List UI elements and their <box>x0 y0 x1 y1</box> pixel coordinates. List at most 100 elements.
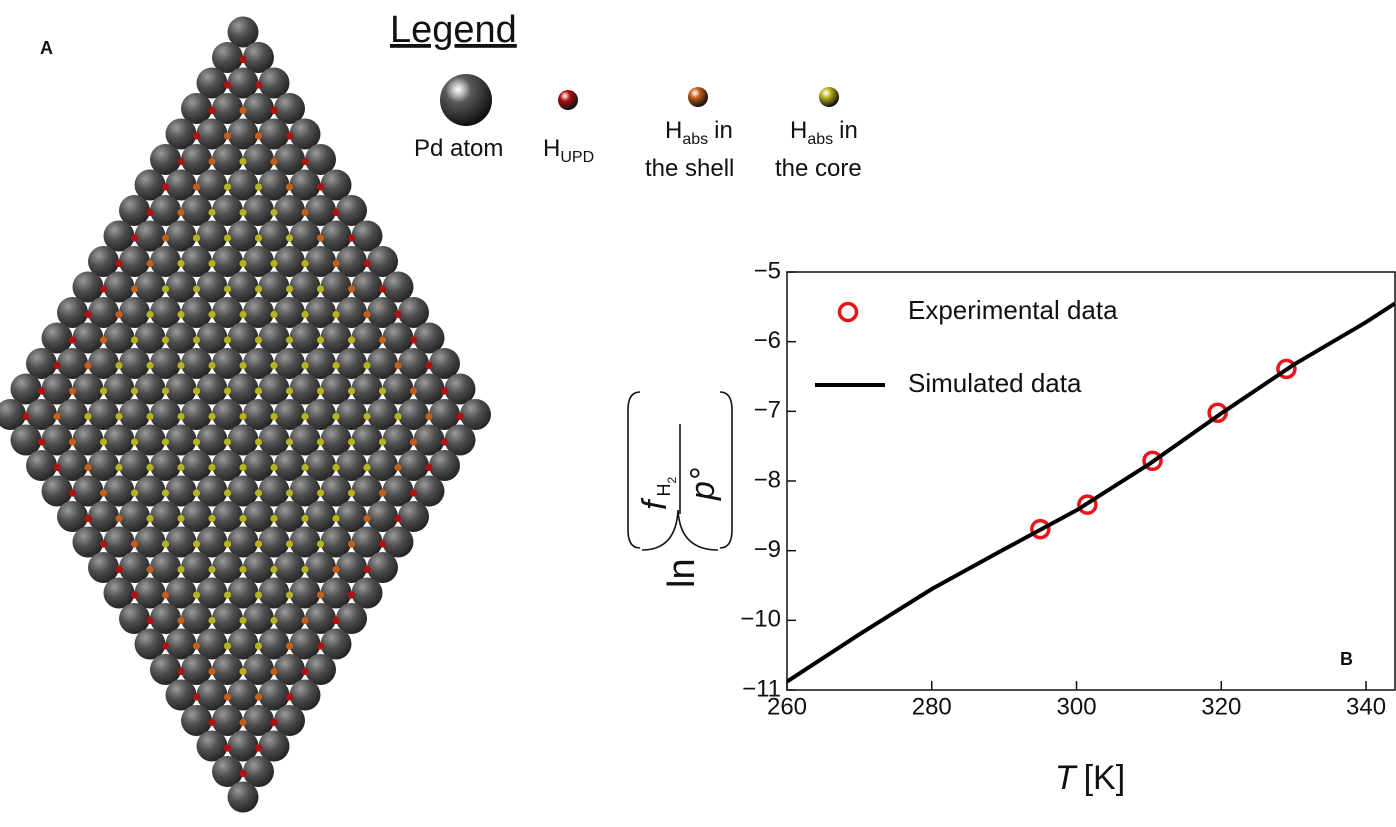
h-atom <box>193 693 200 700</box>
h-atom <box>208 413 215 420</box>
h-atom <box>224 489 231 496</box>
h-atom <box>286 540 293 547</box>
h-atom <box>363 260 370 267</box>
h-atom <box>255 438 262 445</box>
h-atom <box>100 387 107 394</box>
h-atom <box>38 387 45 394</box>
h-atom <box>255 591 262 598</box>
h-atom <box>301 362 308 369</box>
legend-label: Simulated data <box>908 368 1082 398</box>
h-atom <box>162 591 169 598</box>
h-atom <box>348 387 355 394</box>
h-atom <box>193 336 200 343</box>
h-atom <box>224 132 231 139</box>
legend-sphere <box>558 90 578 110</box>
h-atom <box>146 311 153 318</box>
symbol: T <box>1055 759 1078 797</box>
h-atom <box>317 387 324 394</box>
h-atom <box>208 464 215 471</box>
legend-sphere <box>819 87 839 107</box>
h-atom <box>208 260 215 267</box>
h-atom <box>348 336 355 343</box>
h-atom <box>270 413 277 420</box>
h-atom <box>332 260 339 267</box>
legend-label: the shell <box>645 155 734 182</box>
h-atom <box>456 413 463 420</box>
h-atom <box>255 336 262 343</box>
h-atom <box>100 336 107 343</box>
h-atom <box>363 515 370 522</box>
h-atom <box>224 234 231 241</box>
h-atom <box>208 515 215 522</box>
h-atom <box>208 668 215 675</box>
h-atom <box>84 464 91 471</box>
h-atom <box>239 311 246 318</box>
h-atom <box>270 209 277 216</box>
h-atom <box>146 515 153 522</box>
h-atom <box>270 566 277 573</box>
h-atom <box>301 566 308 573</box>
h-atom <box>146 566 153 573</box>
h-atom <box>255 489 262 496</box>
h-atom <box>255 693 262 700</box>
h-atom <box>84 515 91 522</box>
h-atom <box>193 438 200 445</box>
h-atom <box>239 617 246 624</box>
legend-label: the core <box>775 155 862 182</box>
h-atom <box>332 464 339 471</box>
h-atom <box>348 591 355 598</box>
h-atom <box>394 515 401 522</box>
h-atom <box>224 336 231 343</box>
h-atom <box>270 107 277 114</box>
h-atom <box>379 336 386 343</box>
plot-area: 260280300320340−5−6−7−8−9−10−11Experimen… <box>740 257 1395 720</box>
h-atom <box>379 387 386 394</box>
h-atom <box>317 438 324 445</box>
h-atom <box>115 566 122 573</box>
h-atom <box>115 413 122 420</box>
h-atom <box>84 311 91 318</box>
h-atom <box>208 617 215 624</box>
h-atom <box>332 362 339 369</box>
h-atom <box>286 642 293 649</box>
h-atom <box>441 387 448 394</box>
h-atom <box>115 362 122 369</box>
h-atom <box>286 387 293 394</box>
x-axis-title: T[K] <box>1055 759 1125 797</box>
h-atom <box>301 311 308 318</box>
h-atom <box>348 438 355 445</box>
h-atom <box>410 336 417 343</box>
h-atom <box>146 209 153 216</box>
h-atom <box>286 693 293 700</box>
h-atom <box>425 413 432 420</box>
h-atom <box>239 209 246 216</box>
h-atom <box>131 438 138 445</box>
h-atom <box>177 617 184 624</box>
h-atom <box>363 311 370 318</box>
subscript: UPD <box>560 149 594 166</box>
symbol: H <box>543 135 560 162</box>
h-atom <box>208 209 215 216</box>
h-atom <box>162 183 169 190</box>
legend-label: Pd atom <box>414 135 503 162</box>
h-atom <box>162 489 169 496</box>
h-atom <box>146 464 153 471</box>
h-atom <box>193 387 200 394</box>
h-atom <box>53 413 60 420</box>
h-atom <box>131 489 138 496</box>
h-atom <box>301 209 308 216</box>
denominator: p° <box>684 467 722 501</box>
h-atom <box>239 56 246 63</box>
h-atom <box>255 81 262 88</box>
h-atom <box>332 209 339 216</box>
series-line <box>787 303 1395 681</box>
h-atom <box>394 311 401 318</box>
y-tick-label: −10 <box>740 606 781 633</box>
h-atom <box>146 362 153 369</box>
subscript: abs <box>682 131 708 148</box>
h-atom <box>84 413 91 420</box>
h-atom <box>69 489 76 496</box>
h-atom <box>69 336 76 343</box>
figure: A Legend Pd atom HUPD Habsin the shell H… <box>0 0 1396 822</box>
h-atom <box>332 515 339 522</box>
